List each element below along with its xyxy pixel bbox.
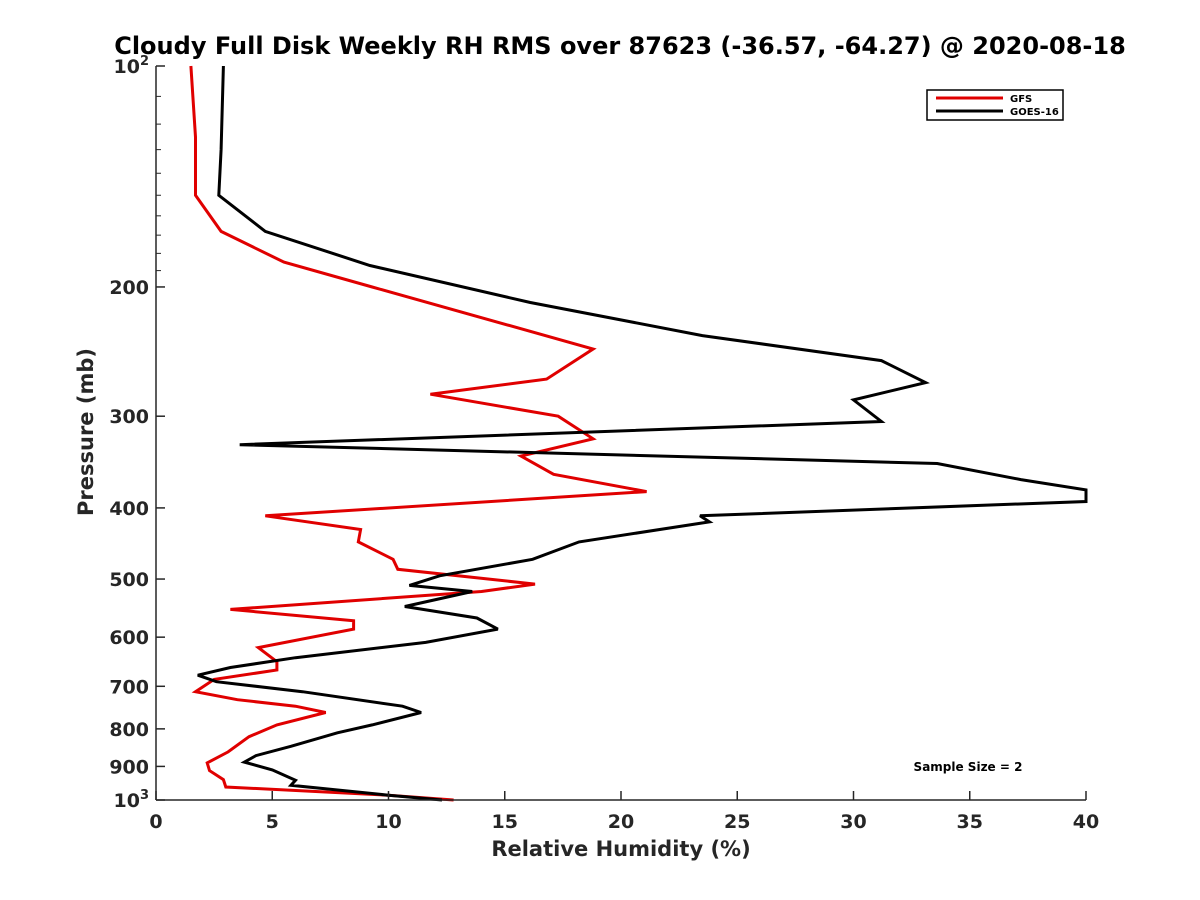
series-line-goes-16: [197, 65, 1088, 802]
y-tick-label: 600: [109, 627, 149, 649]
y-tick-label: 500: [109, 569, 149, 591]
legend-entry: GFS: [1010, 94, 1032, 105]
x-axis-label: Relative Humidity (%): [491, 837, 750, 861]
y-tick-label: 102: [114, 54, 150, 78]
y-tick-label: 103: [114, 788, 150, 812]
y-axis: 102 200 300 400 500 600 700 800 900 103: [109, 54, 165, 812]
y-tick-label: 200: [109, 277, 149, 299]
x-axis: 0 5 10 15 20 25 30 35 40: [149, 791, 1099, 833]
series-line-gfs: [189, 65, 647, 802]
chart-title: Cloudy Full Disk Weekly RH RMS over 8762…: [114, 32, 1126, 60]
y-tick-label: 700: [109, 676, 149, 698]
x-tick-label: 25: [724, 811, 750, 833]
y-tick-label: 900: [109, 756, 149, 778]
plot-area: [189, 65, 1088, 802]
x-tick-label: 40: [1073, 811, 1099, 833]
x-tick-label: 5: [266, 811, 279, 833]
x-tick-label: 10: [375, 811, 401, 833]
y-tick-label: 800: [109, 719, 149, 741]
x-tick-label: 30: [840, 811, 866, 833]
legend: GFS GOES-16: [926, 89, 1064, 121]
sample-size-annotation: Sample Size = 2: [914, 760, 1023, 774]
legend-entry: GOES-16: [1010, 107, 1059, 118]
y-tick-label: 300: [109, 406, 149, 428]
x-tick-label: 35: [957, 811, 983, 833]
y-axis-label: Pressure (mb): [74, 348, 98, 516]
x-tick-label: 15: [492, 811, 518, 833]
legend-box: [926, 89, 1064, 121]
x-tick-label: 20: [608, 811, 634, 833]
x-tick-label: 0: [149, 811, 162, 833]
y-tick-label: 400: [109, 498, 149, 520]
